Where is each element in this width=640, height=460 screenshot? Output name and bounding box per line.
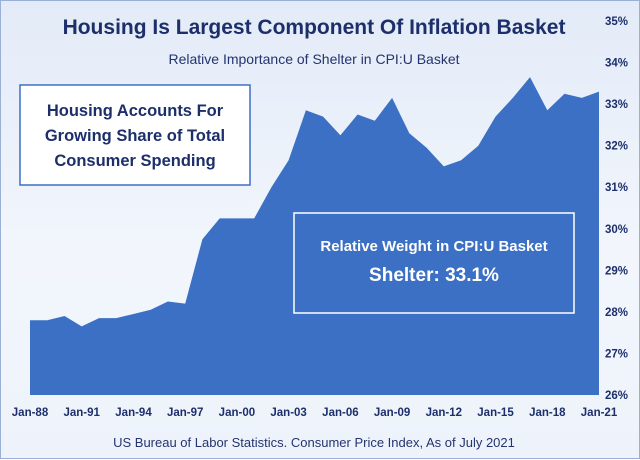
source-note: US Bureau of Labor Statistics. Consumer … bbox=[113, 435, 515, 450]
y-tick-label: 27% bbox=[605, 348, 628, 360]
x-tick-label: Jan-03 bbox=[270, 407, 306, 419]
chart-subtitle: Relative Importance of Shelter in CPI:U … bbox=[168, 51, 459, 67]
y-tick-label: 26% bbox=[605, 390, 628, 402]
x-tick-label: Jan-09 bbox=[374, 407, 410, 419]
x-tick-label: Jan-15 bbox=[477, 407, 514, 419]
y-axis: 35% 34% 33% 32% 31% 30% 29% 28% 27% 26% bbox=[605, 16, 628, 402]
x-tick-label: Jan-06 bbox=[322, 407, 358, 419]
shelter-area-series bbox=[30, 77, 599, 395]
x-tick-label: Jan-00 bbox=[219, 407, 255, 419]
x-axis: Jan-88 Jan-91 Jan-94 Jan-97 Jan-00 Jan-03 Jan-… bbox=[12, 407, 618, 419]
x-tick-label: Jan-18 bbox=[529, 407, 566, 419]
weight-value: Shelter: 33.1% bbox=[369, 265, 499, 286]
x-tick-label: Jan-97 bbox=[167, 407, 203, 419]
y-tick-label: 28% bbox=[605, 307, 628, 319]
plot-area bbox=[30, 77, 599, 395]
x-tick-label: Jan-91 bbox=[63, 407, 100, 419]
y-tick-label: 34% bbox=[605, 58, 628, 70]
callout-line-1: Housing Accounts For bbox=[47, 102, 224, 120]
weight-label: Relative Weight in CPI:U Basket bbox=[320, 238, 547, 255]
callout-line-2: Growing Share of Total bbox=[45, 127, 225, 145]
callout-line-3: Consumer Spending bbox=[54, 152, 215, 170]
y-tick-label: 35% bbox=[605, 16, 628, 28]
y-tick-label: 30% bbox=[605, 224, 628, 236]
x-tick-label: Jan-21 bbox=[581, 407, 618, 419]
y-tick-label: 32% bbox=[605, 141, 628, 153]
y-tick-label: 33% bbox=[605, 99, 628, 111]
y-tick-label: 29% bbox=[605, 265, 628, 277]
y-tick-label: 31% bbox=[605, 182, 628, 194]
x-tick-label: Jan-12 bbox=[426, 407, 462, 419]
x-tick-label: Jan-88 bbox=[12, 407, 49, 419]
x-tick-label: Jan-94 bbox=[115, 407, 152, 419]
chart-title: Housing Is Largest Component Of Inflatio… bbox=[63, 16, 566, 39]
callout-box: Housing Accounts For Growing Share of To… bbox=[19, 84, 251, 186]
weight-box: Relative Weight in CPI:U Basket Shelter:… bbox=[293, 212, 575, 314]
